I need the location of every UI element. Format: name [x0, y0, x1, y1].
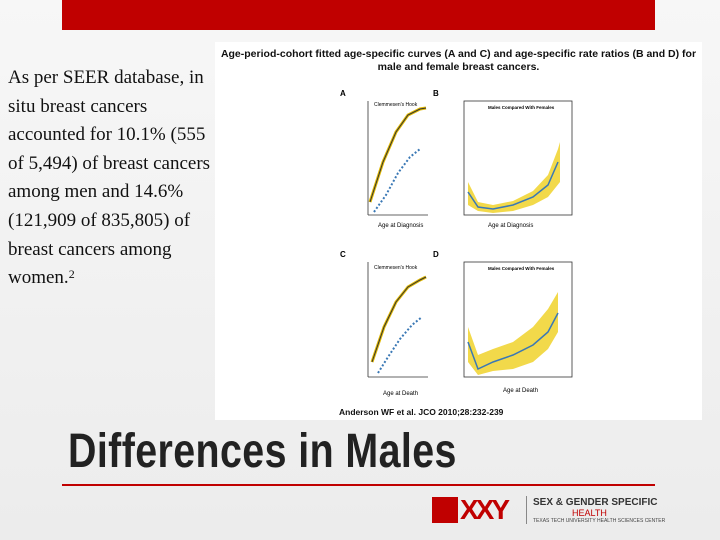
logo-icon — [432, 497, 458, 523]
annotation: Clemmesen's Hook — [374, 102, 418, 108]
annotation: Clemmesen's Hook — [374, 265, 418, 271]
body-text-content: As per SEER database, in situ breast can… — [8, 67, 211, 289]
panel-d: D Males Compared With Females Age at Dea… — [433, 250, 573, 394]
axis-frame — [463, 261, 573, 378]
panel-label: A — [340, 89, 346, 98]
figure-title: Age-period-cohort fitted age-specific cu… — [220, 48, 697, 73]
subtitle: Males Compared With Females — [488, 105, 555, 110]
band — [468, 142, 560, 213]
curve — [467, 312, 559, 371]
panel-label: C — [340, 250, 346, 259]
panel-a: A Clemmesen's Hook Age at Diagnosis — [340, 89, 428, 229]
slide-title: Differences in Males — [68, 425, 457, 478]
curve — [371, 276, 427, 363]
axis-label: Age at Diagnosis — [488, 223, 533, 229]
logo-text: SEX & GENDER SPECIFIC — [533, 497, 658, 508]
footnote-ref: 2 — [68, 267, 75, 282]
curve — [467, 161, 559, 210]
panel-c: C Clemmesen's Hook Age at Death — [340, 250, 428, 397]
title-rule — [62, 484, 655, 486]
logo-text: TEXAS TECH UNIVERSITY HEALTH SCIENCES CE… — [533, 518, 666, 524]
curve — [373, 148, 421, 213]
axis-label: Age at Diagnosis — [378, 223, 423, 229]
axis-frame — [463, 100, 573, 216]
figure: Age-period-cohort fitted age-specific cu… — [215, 42, 702, 420]
logo-text: HEALTH — [572, 508, 607, 518]
subtitle: Males Compared With Females — [488, 266, 555, 271]
axis-label: Age at Death — [383, 391, 418, 397]
top-bar — [62, 0, 655, 30]
curve — [368, 106, 427, 203]
panel-label: D — [433, 250, 439, 259]
curve — [370, 275, 427, 363]
band — [468, 292, 558, 375]
logo-mark: XXY — [460, 494, 510, 525]
figure-panels: A Clemmesen's Hook Age at Diagnosis B Ma… — [340, 89, 573, 397]
citation: Anderson WF et al. JCO 2010;28:232-239 — [339, 407, 504, 417]
panel-b: B Males Compared With Females Age at Dia… — [433, 89, 573, 229]
body-text: As per SEER database, in situ breast can… — [8, 64, 213, 293]
curve — [369, 107, 427, 203]
axis-label: Age at Death — [503, 388, 538, 394]
curve — [377, 316, 423, 374]
logo-separator — [526, 496, 527, 524]
panel-label: B — [433, 89, 439, 98]
